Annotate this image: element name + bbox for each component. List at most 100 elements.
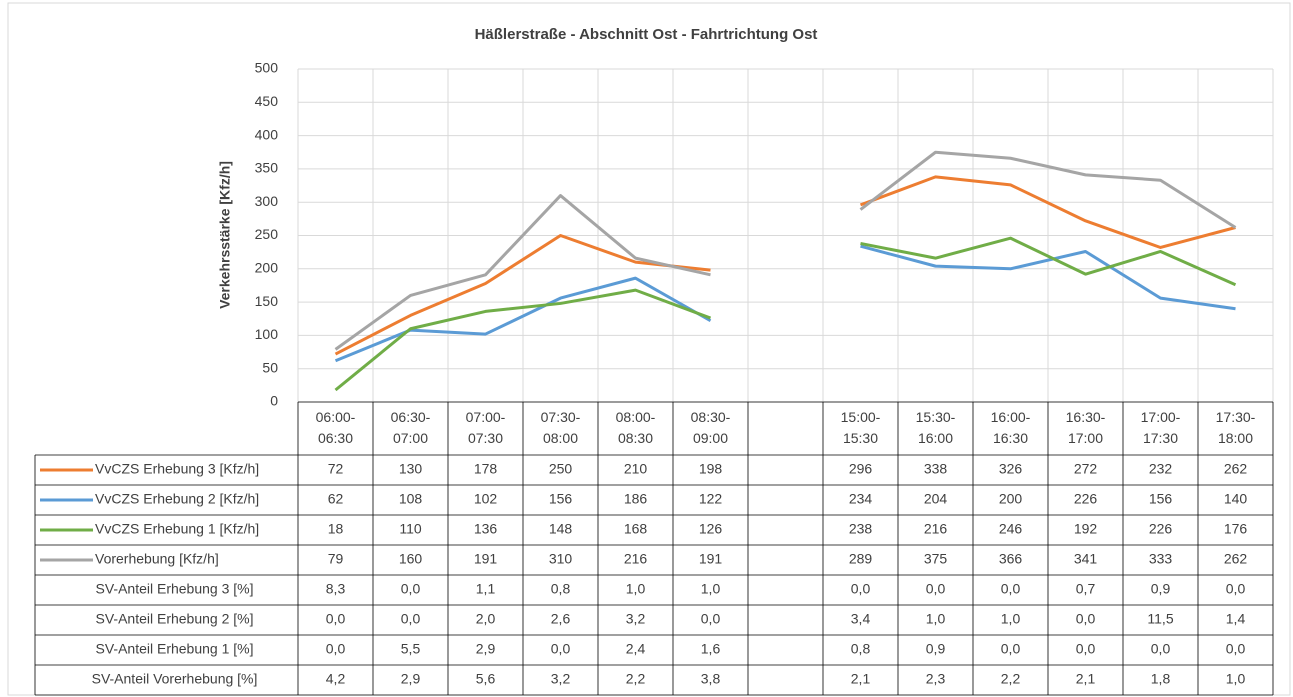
- table-cell: 216: [624, 551, 648, 567]
- table-cell: 130: [399, 461, 423, 477]
- y-tick-label: 400: [255, 126, 279, 142]
- table-cell: 0,0: [1226, 581, 1246, 597]
- table-cell: 238: [849, 521, 873, 537]
- table-cell: 3,8: [701, 671, 721, 687]
- table-cell: 2,9: [476, 641, 496, 657]
- table-cell: 2,0: [476, 611, 496, 627]
- table-cell: 0,0: [1076, 641, 1096, 657]
- y-tick-label: 100: [255, 326, 279, 342]
- table-cell: 3,2: [551, 671, 571, 687]
- table-cell: 262: [1224, 551, 1248, 567]
- table-cell: 191: [699, 551, 723, 567]
- x-tick-label: 16:00-16:30: [991, 409, 1031, 446]
- table-cell: 1,4: [1226, 611, 1246, 627]
- table-cell: 341: [1074, 551, 1098, 567]
- table-cell: 176: [1224, 521, 1248, 537]
- table-cell: 1,6: [701, 641, 721, 657]
- table-cell: 0,0: [851, 581, 871, 597]
- table-cell: 3,4: [851, 611, 871, 627]
- table-cell: 272: [1074, 461, 1098, 477]
- table-cell: 5,5: [401, 641, 421, 657]
- table-cell: 62: [328, 491, 344, 507]
- table-cell: 1,0: [1001, 611, 1021, 627]
- row-label: SV-Anteil Erhebung 1 [%]: [96, 641, 254, 657]
- table-cell: 0,0: [926, 581, 946, 597]
- y-tick-label: 450: [255, 93, 279, 109]
- table-cell: 262: [1224, 461, 1248, 477]
- table-cell: 0,0: [401, 581, 421, 597]
- table-cell: 1,0: [926, 611, 946, 627]
- table-cell: 204: [924, 491, 948, 507]
- table-cell: 2,6: [551, 611, 571, 627]
- x-tick-label: 15:30-16:00: [916, 409, 956, 446]
- series-line: [334, 244, 1236, 363]
- row-label: SV-Anteil Vorerhebung [%]: [92, 671, 258, 687]
- table-cell: 0,9: [926, 641, 946, 657]
- table-cell: 1,0: [626, 581, 646, 597]
- table-cell: 102: [474, 491, 498, 507]
- x-tick-label: 15:00-15:30: [841, 409, 881, 446]
- table-cell: 2,4: [626, 641, 646, 657]
- table-cell: 156: [1149, 491, 1173, 507]
- table-cell: 168: [624, 521, 648, 537]
- table-cell: 2,3: [926, 671, 946, 687]
- y-tick-label: 50: [262, 359, 278, 375]
- table-cell: 72: [328, 461, 344, 477]
- chart-title: Häßlerstraße - Abschnitt Ost - Fahrtrich…: [475, 26, 818, 43]
- table-cell: 366: [999, 551, 1023, 567]
- legend-label: Vorerhebung [Kfz/h]: [95, 551, 219, 567]
- table-cell: 108: [399, 491, 423, 507]
- table-cell: 0,0: [551, 641, 571, 657]
- table-cell: 2,1: [851, 671, 871, 687]
- table-cell: 126: [699, 521, 723, 537]
- table-cell: 148: [549, 521, 573, 537]
- table-cell: 226: [1074, 491, 1098, 507]
- y-tick-label: 250: [255, 226, 279, 242]
- x-tick-label: 16:30-17:00: [1066, 409, 1106, 446]
- table-cell: 296: [849, 461, 873, 477]
- legend-label: VvCZS Erhebung 1 [Kfz/h]: [95, 521, 259, 537]
- table-cell: 140: [1224, 491, 1248, 507]
- x-tick-label: 17:30-18:00: [1216, 409, 1256, 446]
- y-tick-label: 0: [270, 393, 278, 409]
- table-cell: 8,3: [326, 581, 346, 597]
- table-cell: 191: [474, 551, 498, 567]
- y-tick-label: 300: [255, 193, 279, 209]
- table-cell: 289: [849, 551, 873, 567]
- table-cell: 216: [924, 521, 948, 537]
- table-cell: 0,0: [1001, 581, 1021, 597]
- table-cell: 0,0: [1226, 641, 1246, 657]
- table-cell: 0,0: [326, 611, 346, 627]
- table-cell: 0,0: [701, 611, 721, 627]
- table-cell: 160: [399, 551, 423, 567]
- table-cell: 326: [999, 461, 1023, 477]
- table-cell: 0,0: [1001, 641, 1021, 657]
- table-cell: 178: [474, 461, 498, 477]
- table-cell: 122: [699, 491, 723, 507]
- table-cell: 2,2: [626, 671, 646, 687]
- table-cell: 18: [328, 521, 344, 537]
- row-label: SV-Anteil Erhebung 3 [%]: [96, 581, 254, 597]
- table-cell: 1,8: [1151, 671, 1171, 687]
- table-cell: 4,2: [326, 671, 346, 687]
- table-cell: 375: [924, 551, 948, 567]
- table-cell: 310: [549, 551, 573, 567]
- table-cell: 1,1: [476, 581, 496, 597]
- y-tick-label: 200: [255, 260, 279, 276]
- table-cell: 1,0: [701, 581, 721, 597]
- x-tick-label: 08:30-09:00: [691, 409, 731, 446]
- table-cell: 5,6: [476, 671, 496, 687]
- x-tick-label: 07:30-08:00: [541, 409, 581, 446]
- legend-label: VvCZS Erhebung 3 [Kfz/h]: [95, 461, 259, 477]
- table-cell: 0,8: [851, 641, 871, 657]
- table-cell: 333: [1149, 551, 1173, 567]
- table-cell: 2,9: [401, 671, 421, 687]
- table-cell: 156: [549, 491, 573, 507]
- row-label: SV-Anteil Erhebung 2 [%]: [96, 611, 254, 627]
- y-tick-label: 350: [255, 160, 279, 176]
- series-line: [334, 175, 1236, 356]
- x-tick-label: 06:30-07:00: [391, 409, 431, 446]
- table-cell: 0,8: [551, 581, 571, 597]
- x-tick-label: 08:00-08:30: [616, 409, 656, 446]
